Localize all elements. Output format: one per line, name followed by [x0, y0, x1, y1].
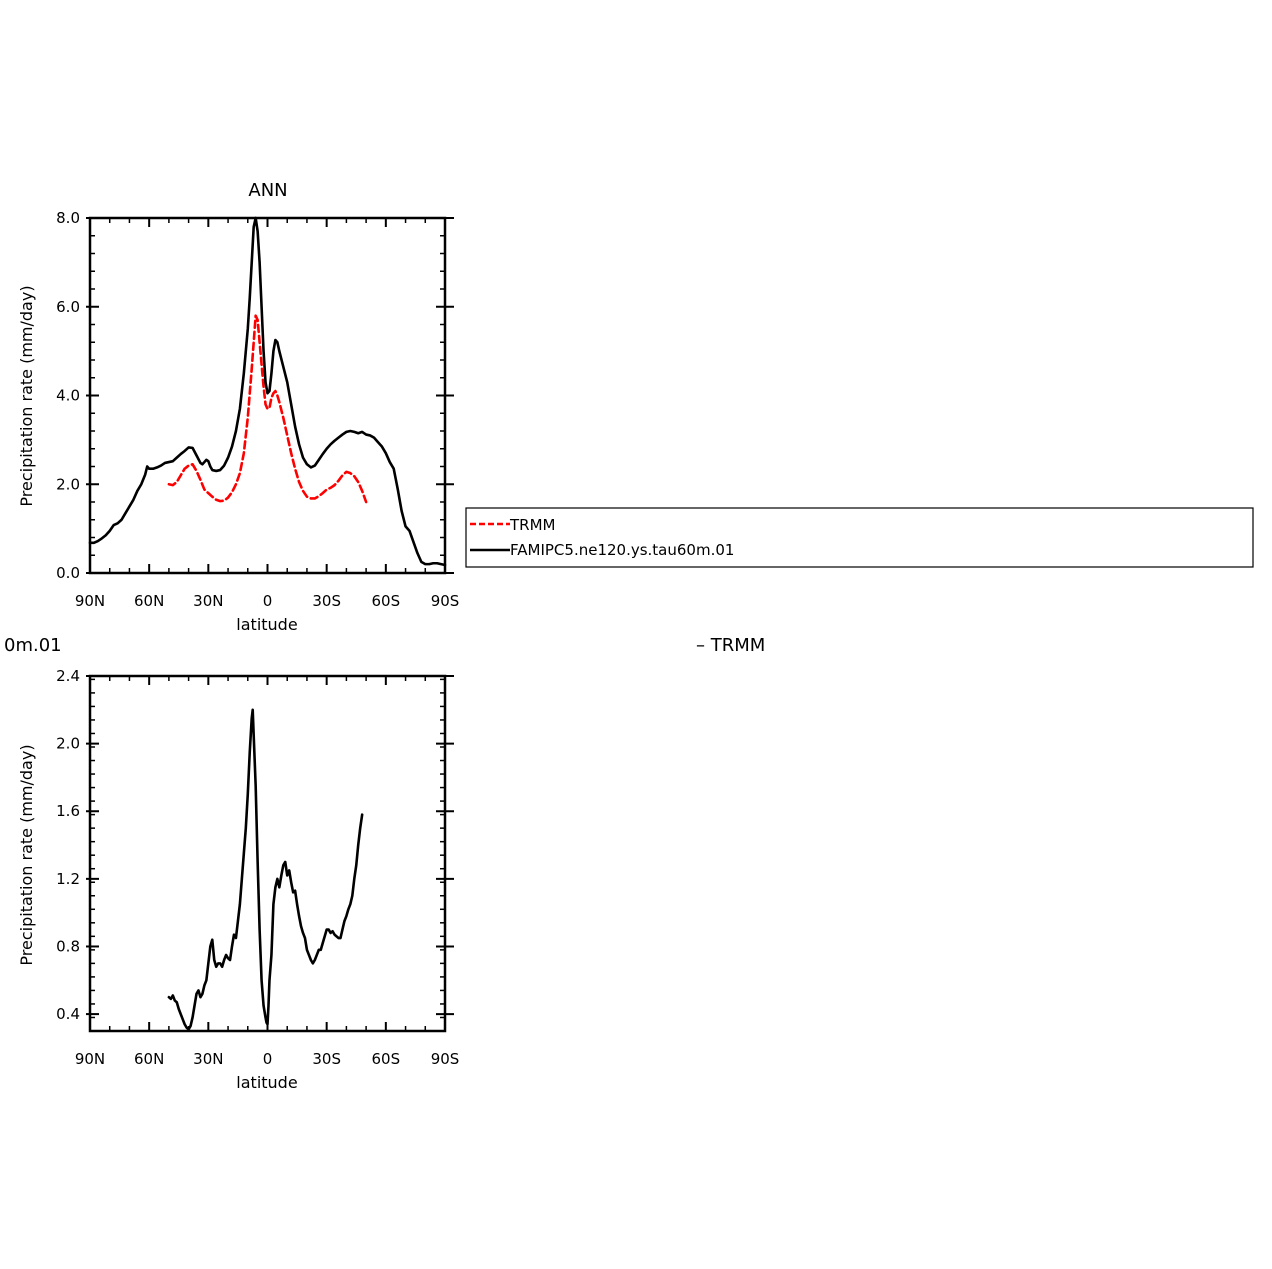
x-tick-label: 90N [75, 1050, 105, 1068]
x-tick-label: 90S [431, 1050, 460, 1068]
y-tick-label: 2.0 [56, 475, 80, 493]
left-title-fragment: 0m.01 [4, 635, 62, 656]
top-panel-ylabel: Precipitation rate (mm/day) [17, 285, 36, 506]
y-tick-label: 2.0 [56, 735, 80, 753]
legend-box [465, 507, 1254, 568]
x-tick-label: 30S [312, 592, 341, 610]
difference-title-label: – TRMM [696, 635, 765, 656]
top-panel-title: ANN [248, 180, 287, 201]
y-tick-label: 2.4 [56, 667, 80, 685]
y-tick-label: 8.0 [56, 209, 80, 227]
y-tick-label: 0.4 [56, 1005, 80, 1023]
series-line-famipc5-ne120-ys-tau60m-01 [88, 216, 447, 567]
bottom-panel-series [167, 708, 364, 1031]
x-tick-label: 60S [372, 592, 401, 610]
top-panel-series [88, 216, 447, 567]
x-tick-label: 0 [263, 592, 273, 610]
x-tick-label: 60N [134, 592, 164, 610]
series-line-difference [167, 708, 364, 1031]
legend-label-trmm: TRMM [509, 516, 555, 534]
y-tick-label: 1.6 [56, 802, 80, 820]
series-line-trmm [167, 314, 368, 504]
legend: TRMM FAMIPC5.ne120.ys.tau60m.01 [465, 507, 1254, 568]
bottom-panel-frame [88, 674, 447, 1033]
bottom-panel-ylabel: Precipitation rate (mm/day) [17, 744, 36, 965]
top-panel: ANN 90N 60N 30N 0 30S 60S 90S 0.0 2.0 4.0 6.0 8.0 l… [17, 180, 459, 634]
legend-label-model: FAMIPC5.ne120.ys.tau60m.01 [510, 541, 734, 559]
top-panel-ticks: 90N 60N 30N 0 30S 60S 90S 0.0 2.0 4.0 6.0 8.0 [56, 209, 459, 610]
x-tick-label: 90S [431, 592, 460, 610]
bottom-panel-xlabel: latitude [236, 1073, 297, 1092]
x-tick-label: 60S [372, 1050, 401, 1068]
x-tick-label: 60N [134, 1050, 164, 1068]
x-tick-label: 0 [263, 1050, 273, 1068]
x-tick-label: 30N [193, 592, 223, 610]
x-tick-label: 30S [312, 1050, 341, 1068]
x-tick-label: 30N [193, 1050, 223, 1068]
y-tick-label: 6.0 [56, 298, 80, 316]
y-tick-label: 0.8 [56, 937, 80, 955]
y-tick-label: 0.0 [56, 564, 80, 582]
top-panel-xlabel: latitude [236, 615, 297, 634]
y-tick-label: 4.0 [56, 387, 80, 405]
top-panel-frame [88, 216, 447, 575]
x-tick-label: 90N [75, 592, 105, 610]
y-tick-label: 1.2 [56, 870, 80, 888]
bottom-panel: 90N 60N 30N 0 30S 60S 90S 0.4 0.8 1.2 1.6 2.0 2.4 la… [17, 667, 459, 1092]
